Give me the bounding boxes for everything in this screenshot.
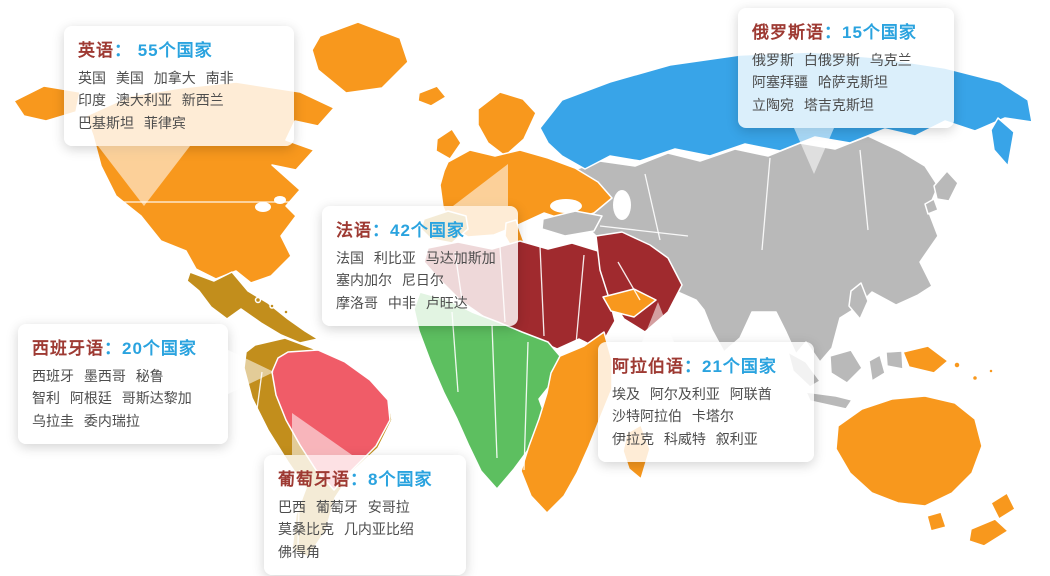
language-name: 葡萄牙语 (278, 470, 350, 489)
callout-title: 西班牙语：20个国家 (32, 334, 214, 359)
region-philippines (848, 282, 869, 320)
callout-spanish: 西班牙语：20个国家 西班牙 墨西哥 秘鲁 智利 阿根廷 哥斯达黎加 乌拉圭 委… (18, 324, 274, 445)
callout-title: 葡萄牙语：8个国家 (278, 465, 452, 490)
callout-arabic: 阿拉伯语：21个国家 埃及 阿尔及利亚 阿联酋 沙特阿拉伯 卡塔尔 伊拉克 科威… (598, 302, 814, 463)
country-list-line: 英国 美国 加拿大 南非 (78, 70, 234, 86)
callout-french: 法语：42个国家 法国 利比亚 马达加斯加 塞内加尔 尼日尔 摩洛哥 中非 卢旺… (322, 164, 518, 327)
region-west-new-guinea (885, 350, 904, 370)
country-list-line: 西班牙 墨西哥 秘鲁 (32, 368, 164, 384)
region-new-zealand-north (990, 492, 1016, 520)
language-name: 俄罗斯语 (752, 23, 824, 42)
region-borneo (829, 349, 863, 384)
region-united-kingdom (435, 128, 462, 160)
region-kamchatka (990, 117, 1015, 167)
region-caribbean-island (254, 296, 262, 304)
country-count: ：8个国家 (350, 470, 433, 489)
region-japan (933, 170, 959, 202)
region-australia (835, 395, 983, 507)
region-new-zealand-south (968, 518, 1009, 547)
region-pacific-island (971, 374, 979, 382)
callout-title: 阿拉伯语：21个国家 (612, 352, 800, 377)
country-list-line: 俄罗斯 白俄罗斯 乌克兰 (752, 52, 912, 68)
country-list-line: 巴基斯坦 菲律宾 (78, 114, 186, 131)
callout-portuguese: 葡萄牙语：8个国家 巴西 葡萄牙 安哥拉 莫桑比克 几内亚比绍 佛得角 (264, 413, 466, 576)
callout-title: 英语： 55个国家 (78, 36, 280, 61)
country-list-line: 立陶宛 塔吉克斯坦 (752, 96, 874, 113)
country-list-line: 佛得角 (278, 543, 320, 560)
country-list-line: 埃及 阿尔及利亚 阿联酋 (612, 386, 772, 402)
region-japan-south (924, 198, 939, 215)
language-name: 阿拉伯语 (612, 357, 684, 376)
region-caribbean-island (283, 309, 289, 315)
language-name: 西班牙语 (32, 339, 104, 358)
great-lakes (274, 196, 286, 204)
country-list-line: 塞内加尔 尼日尔 (336, 272, 444, 289)
region-papua-new-guinea (902, 345, 949, 374)
country-borders (100, 149, 869, 546)
region-caribbean-island (269, 303, 275, 309)
callout-english: 英语： 55个国家 英国 美国 加拿大 南非 印度 澳大利亚 新西兰 巴基斯坦 … (64, 26, 294, 207)
country-count: ：42个国家 (372, 221, 465, 240)
country-list-line: 智利 阿根廷 哥斯达黎加 (32, 390, 192, 407)
great-lakes (255, 202, 271, 212)
region-tasmania (926, 511, 947, 532)
region-pacific-island (988, 368, 994, 374)
language-name: 英语 (78, 41, 114, 60)
country-count: ：20个国家 (104, 339, 197, 358)
country-list-line: 沙特阿拉伯 卡塔尔 (612, 408, 734, 425)
caspian-sea (613, 190, 631, 220)
country-list-line: 摩洛哥 中非 卢旺达 (336, 294, 468, 311)
country-list-line: 莫桑比克 几内亚比绍 (278, 521, 414, 538)
country-list-line: 法国 利比亚 马达加斯加 (336, 250, 496, 266)
country-list-line: 乌拉圭 委内瑞拉 (32, 412, 140, 429)
callout-title: 法语：42个国家 (336, 216, 504, 241)
callout-title: 俄罗斯语：15个国家 (752, 18, 940, 43)
country-list-line: 伊拉克 科威特 叙利亚 (612, 430, 758, 447)
country-list-line: 印度 澳大利亚 新西兰 (78, 92, 224, 109)
region-scandinavia (477, 91, 537, 157)
region-pacific-island (953, 361, 961, 369)
region-greenland (311, 21, 409, 94)
language-name: 法语 (336, 221, 372, 240)
black-sea (550, 199, 582, 213)
region-sulawesi (868, 354, 886, 382)
callout-russian: 俄罗斯语：15个国家 俄罗斯 白俄罗斯 乌克兰 阿塞拜疆 哈萨克斯坦 立陶宛 塔… (738, 8, 954, 175)
country-count: ：21个国家 (684, 357, 777, 376)
country-list-line: 巴西 葡萄牙 安哥拉 (278, 499, 410, 515)
country-count: ：15个国家 (824, 23, 917, 42)
country-count: ： 55个国家 (114, 41, 213, 60)
region-iceland (417, 85, 447, 107)
country-list-line: 阿塞拜疆 哈萨克斯坦 (752, 74, 888, 91)
